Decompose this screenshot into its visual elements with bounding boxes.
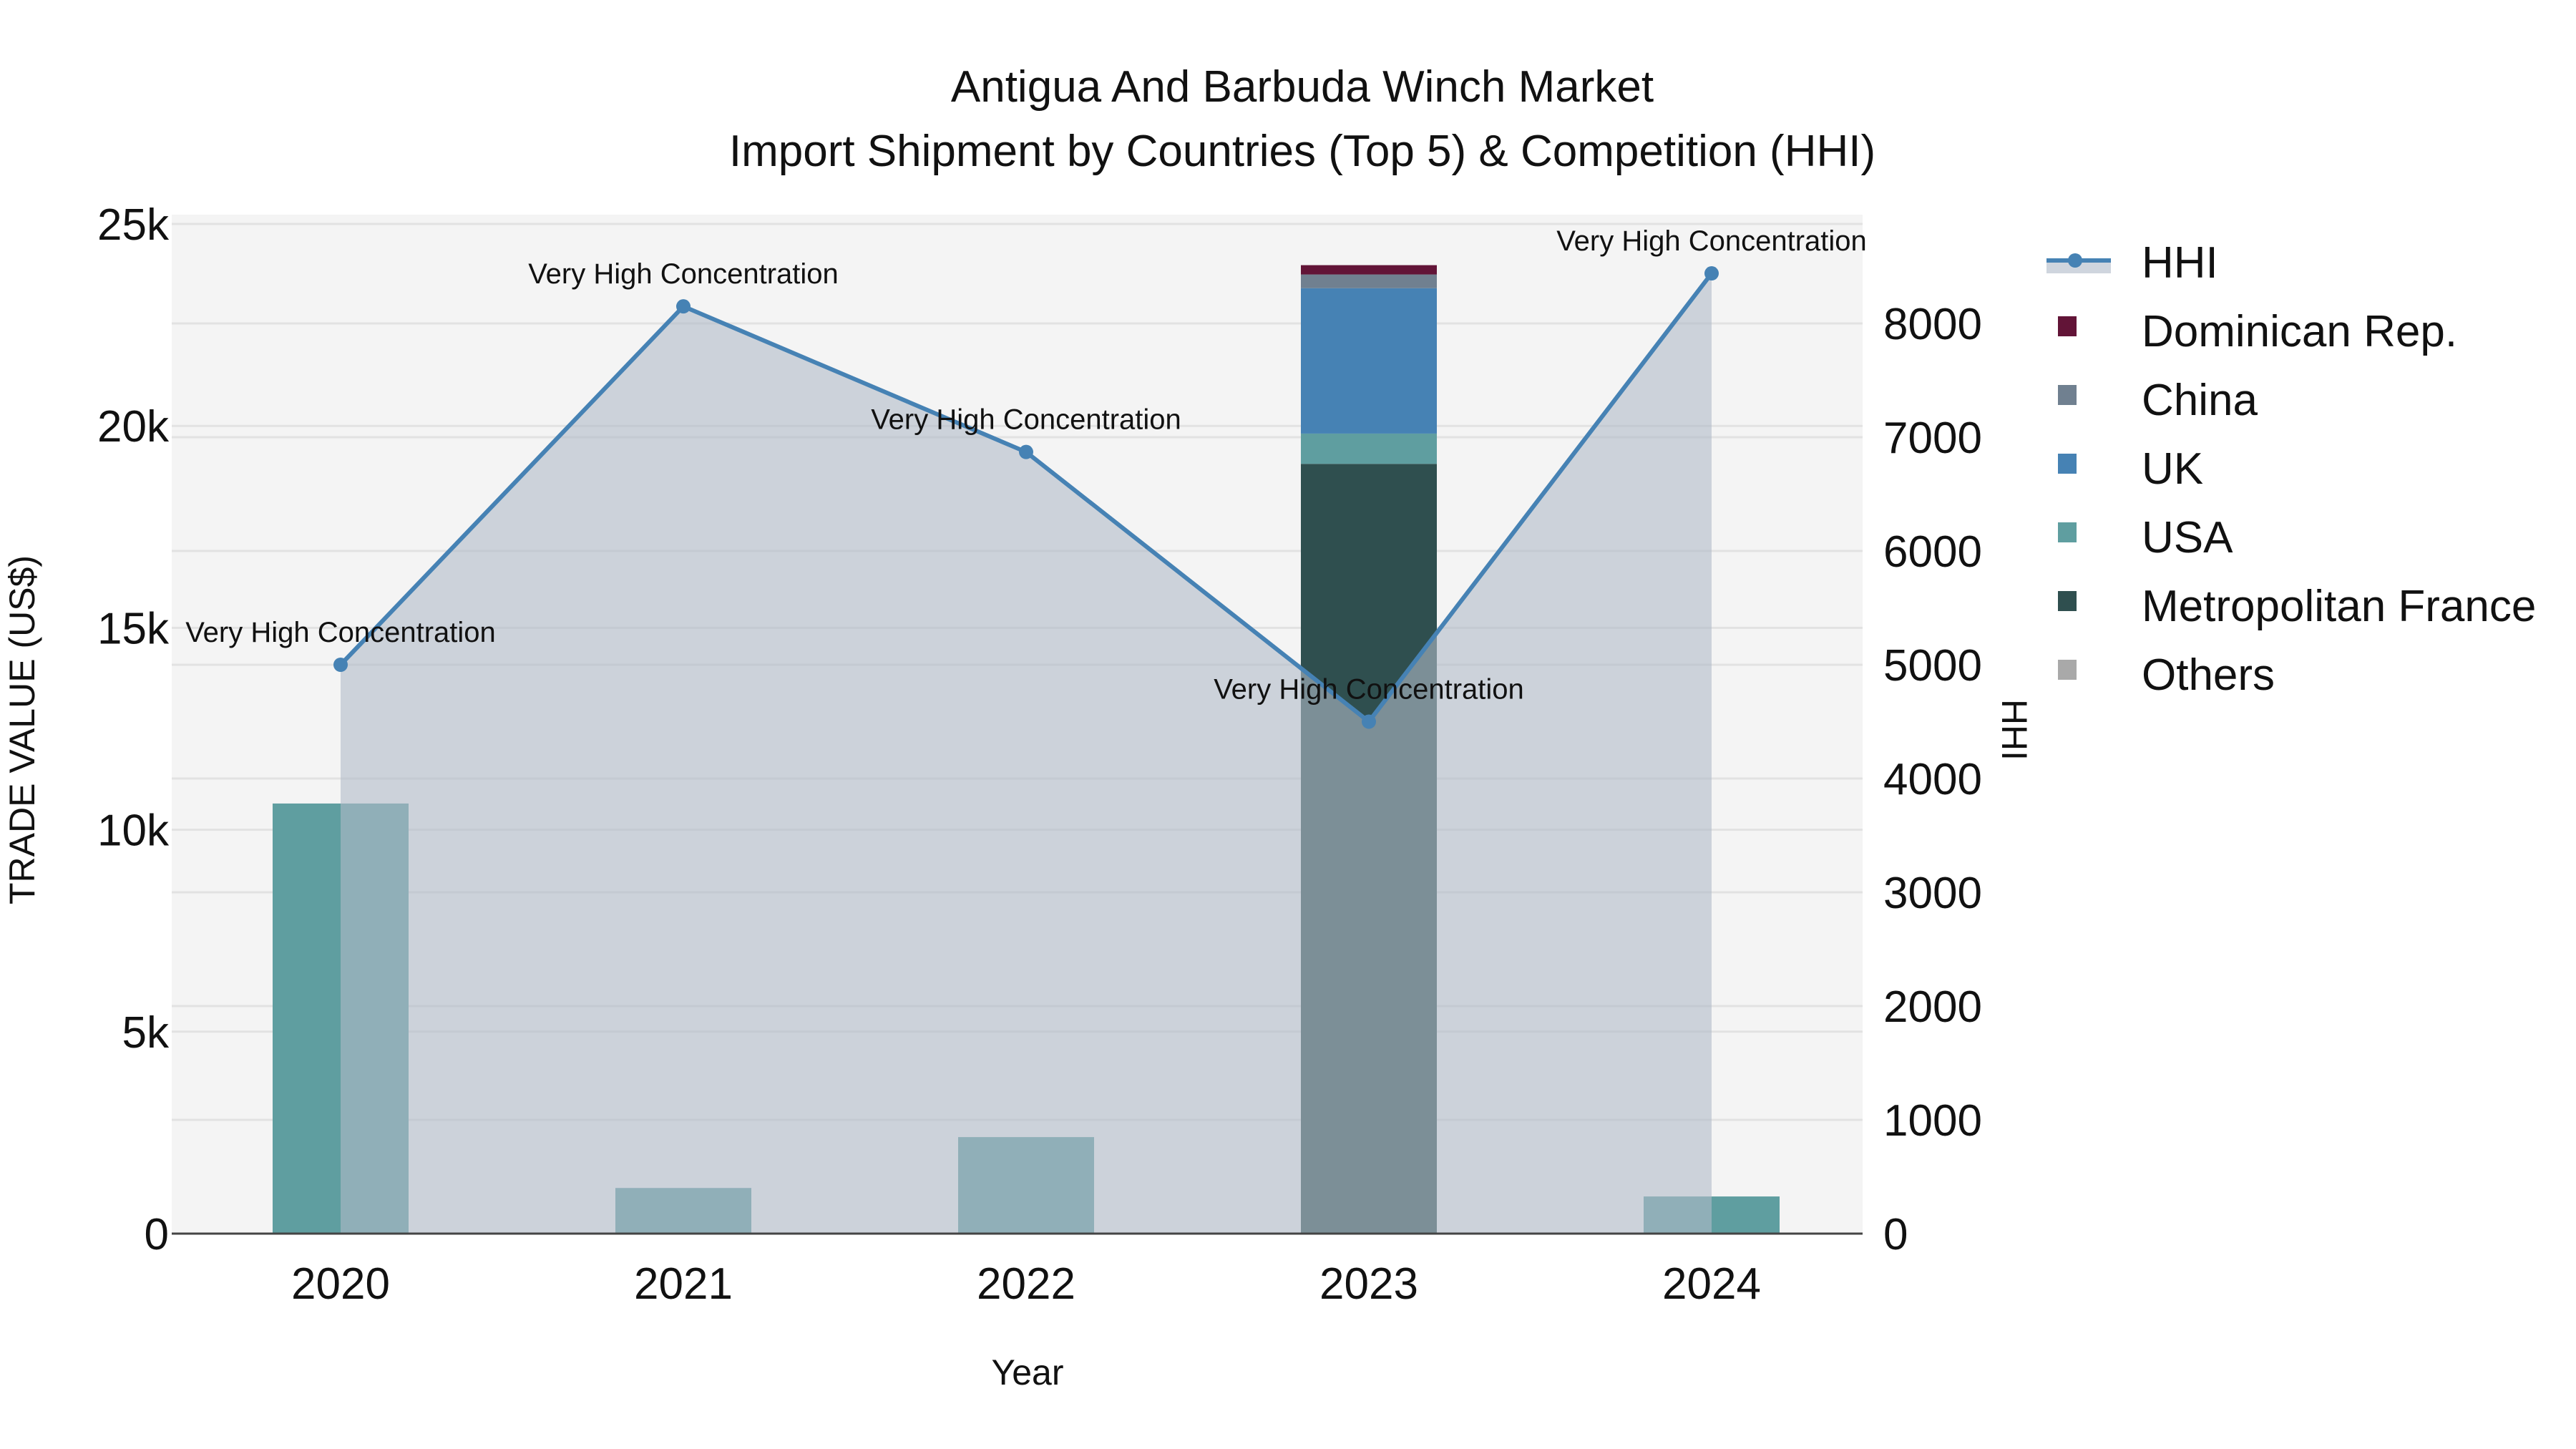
legend-item-uk[interactable]: UK xyxy=(2058,444,2203,494)
legend-label: Metropolitan France xyxy=(2142,582,2536,631)
legend-item-metropolitan-france[interactable]: Metropolitan France xyxy=(2058,582,2536,631)
y-right-tick-label: 7000 xyxy=(1883,414,1982,463)
legend-swatch-icon xyxy=(2058,522,2077,542)
y-left-axis-title: TRADE VALUE (US$) xyxy=(2,555,42,904)
y-left-tick-label: 20k xyxy=(97,402,170,452)
hhi-annotation: Very High Concentration xyxy=(871,404,1181,436)
bar-segment-usa xyxy=(1301,433,1437,464)
x-tick-label: 2021 xyxy=(634,1259,733,1309)
y-right-tick-label: 6000 xyxy=(1883,527,1982,577)
hhi-marker xyxy=(676,299,691,314)
x-ticks: 2020 2021 2022 2023 2024 xyxy=(291,1259,1761,1309)
y-right-ticks: 0 1000 2000 3000 4000 5000 6000 7000 8000 xyxy=(1883,300,1982,1259)
legend: HHI Dominican Rep. China UK USA Metropolitan … xyxy=(2046,238,2536,700)
legend-swatch-icon xyxy=(2058,385,2077,405)
bar-segment-uk xyxy=(1301,288,1437,434)
hhi-marker xyxy=(1019,444,1033,459)
hhi-annotation: Very High Concentration xyxy=(185,617,496,648)
legend-swatch-icon xyxy=(2058,316,2077,336)
y-right-tick-label: 1000 xyxy=(1883,1096,1982,1146)
legend-item-china[interactable]: China xyxy=(2058,376,2258,425)
hhi-annotation: Very High Concentration xyxy=(528,258,839,290)
legend-swatch-icon xyxy=(2058,591,2077,611)
y-left-tick-label: 10k xyxy=(97,806,170,856)
x-tick-label: 2020 xyxy=(291,1259,390,1309)
x-tick-label: 2022 xyxy=(977,1259,1075,1309)
x-tick-label: 2023 xyxy=(1319,1259,1418,1309)
bar-segment-dominican-rep- xyxy=(1301,265,1437,275)
legend-swatch-icon xyxy=(2058,454,2077,474)
legend-item-dominican-rep[interactable]: Dominican Rep. xyxy=(2058,307,2457,356)
hhi-marker xyxy=(1704,266,1719,281)
legend-item-hhi[interactable]: HHI xyxy=(2046,238,2218,288)
legend-item-usa[interactable]: USA xyxy=(2058,513,2233,562)
legend-label: Dominican Rep. xyxy=(2142,307,2457,356)
y-right-tick-label: 8000 xyxy=(1883,300,1982,349)
y-left-tick-label: 25k xyxy=(97,200,170,250)
y-right-tick-label: 4000 xyxy=(1883,755,1982,804)
hhi-legend-fill-icon xyxy=(2046,262,2111,273)
legend-item-others[interactable]: Others xyxy=(2058,650,2275,700)
y-right-axis-title: HHI xyxy=(1994,699,2034,761)
legend-label: China xyxy=(2142,376,2258,425)
x-axis-title: Year xyxy=(991,1352,1063,1392)
hhi-line xyxy=(333,266,1719,729)
hhi-annotation: Very High Concentration xyxy=(1214,674,1524,706)
x-tick-label: 2024 xyxy=(1662,1259,1761,1309)
legend-label: Others xyxy=(2142,650,2275,700)
y-left-tick-label: 5k xyxy=(122,1008,170,1058)
legend-label: USA xyxy=(2142,513,2233,562)
y-left-tick-label: 0 xyxy=(145,1210,169,1259)
hhi-area-fill xyxy=(341,273,1712,1234)
chart-title-line1: Antigua And Barbuda Winch Market xyxy=(951,62,1654,112)
chart-title-line2: Import Shipment by Countries (Top 5) & C… xyxy=(729,127,1875,176)
hhi-area xyxy=(341,273,1712,1234)
hhi-legend-marker-icon xyxy=(2068,253,2082,268)
y-right-tick-label: 5000 xyxy=(1883,641,1982,691)
annotations: Very High Concentration Very High Concent… xyxy=(185,225,1867,705)
y-right-tick-label: 2000 xyxy=(1883,982,1982,1032)
y-right-tick-label: 3000 xyxy=(1883,869,1982,918)
legend-label: UK xyxy=(2142,444,2203,494)
y-left-ticks: 0 5k 10k 15k 20k 25k xyxy=(97,200,170,1259)
legend-swatch-icon xyxy=(2058,660,2077,680)
y-left-tick-label: 15k xyxy=(97,604,170,653)
y-right-tick-label: 0 xyxy=(1883,1210,1908,1259)
bar-segment-china xyxy=(1301,274,1437,288)
hhi-marker xyxy=(1362,714,1376,729)
legend-label: HHI xyxy=(2142,238,2218,288)
hhi-marker xyxy=(333,658,348,672)
hhi-annotation: Very High Concentration xyxy=(1556,225,1867,257)
